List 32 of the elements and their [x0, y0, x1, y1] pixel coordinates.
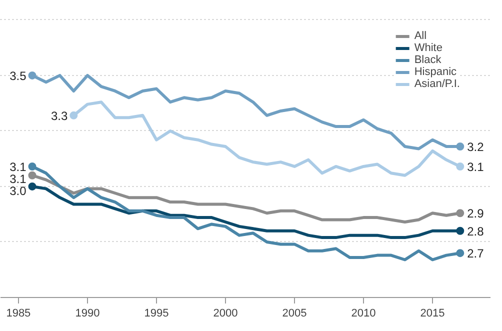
legend-label: Hispanic: [414, 66, 457, 78]
legend-label: Asian/P.I.: [414, 78, 460, 90]
x-tick-label: 1995: [144, 308, 169, 320]
legend-label: Black: [414, 54, 442, 66]
legend-label: All: [414, 30, 428, 42]
point: [456, 249, 464, 258]
data-label: 3.5: [10, 68, 27, 83]
x-tick-label: 1990: [75, 308, 100, 320]
point: [456, 142, 464, 150]
point: [28, 71, 36, 80]
x-tick-label: 2000: [213, 308, 238, 320]
data-label: 3.3: [50, 108, 68, 123]
point: [456, 209, 464, 218]
point: [456, 226, 464, 235]
point: [28, 182, 36, 190]
x-tick-label: 2005: [282, 308, 307, 320]
data-label: 3.2: [467, 140, 484, 154]
x-tick-label: 2015: [420, 308, 445, 320]
point: [456, 162, 464, 170]
point: [28, 162, 36, 170]
data-label: 3.1: [467, 160, 484, 174]
data-label: 3.0: [10, 184, 27, 198]
data-label: 2.9: [467, 206, 484, 221]
data-label: 3.1: [10, 172, 27, 186]
data-label: 2.7: [467, 246, 484, 261]
data-label: 3.1: [10, 160, 27, 174]
x-tick-label: 1985: [6, 308, 31, 320]
data-label: 2.8: [467, 224, 484, 238]
legend-label: White: [414, 42, 442, 54]
x-tick-label: 2010: [351, 308, 376, 320]
point: [28, 171, 36, 180]
point: [70, 111, 78, 120]
